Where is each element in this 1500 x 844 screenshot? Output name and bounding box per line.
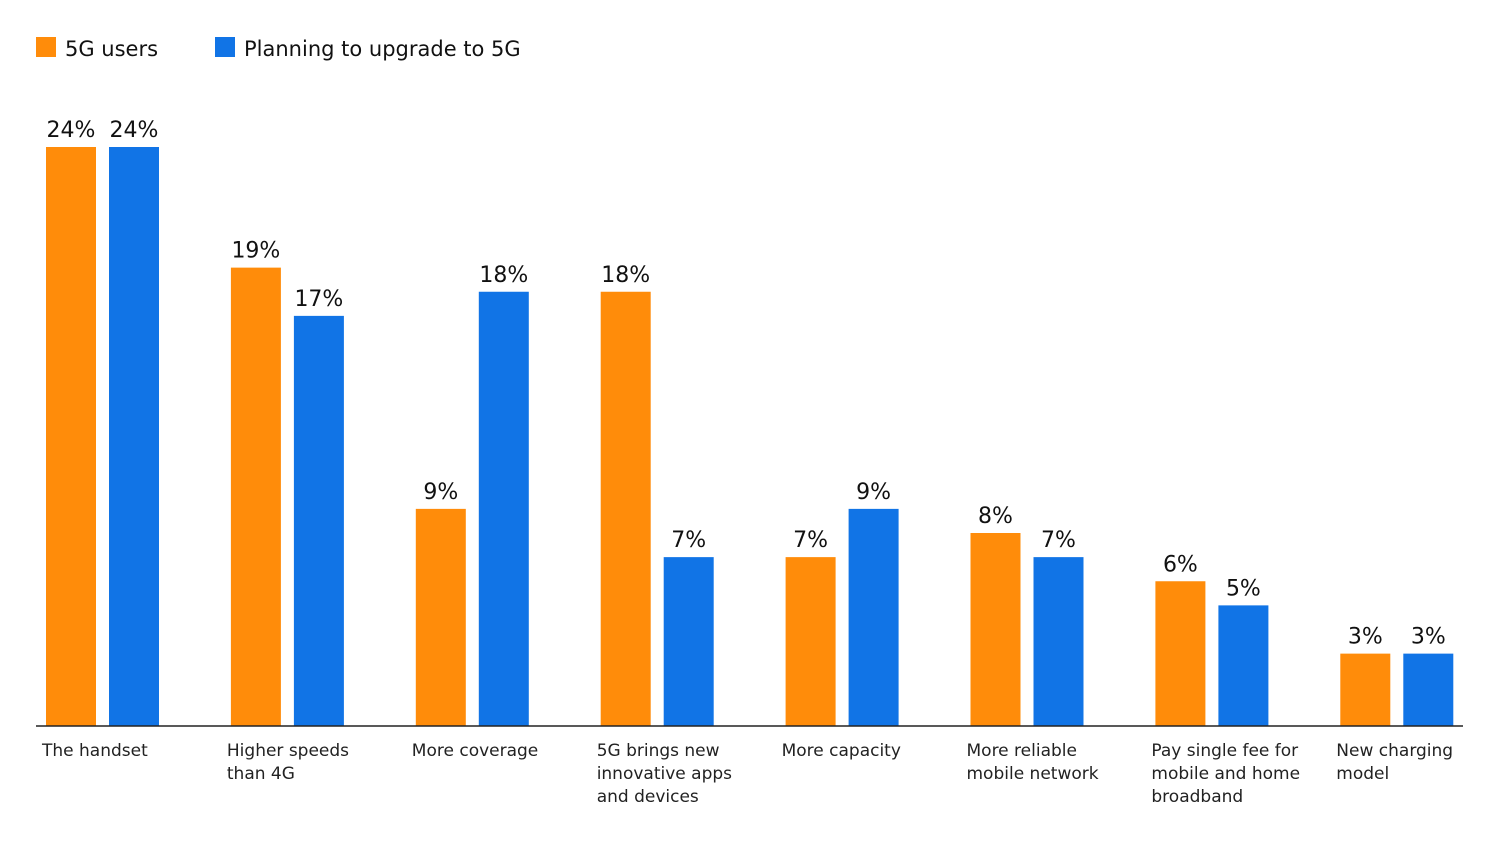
- value-label: 3%: [1411, 625, 1446, 650]
- legend-swatch: [215, 37, 235, 57]
- value-label: 18%: [479, 263, 528, 288]
- bar: [600, 291, 651, 726]
- value-label: 7%: [793, 528, 828, 553]
- bar: [293, 315, 344, 726]
- bar: [970, 533, 1021, 726]
- value-label: 7%: [1041, 528, 1076, 553]
- value-label: 9%: [423, 480, 458, 505]
- bar: [415, 508, 466, 726]
- bar: [230, 267, 281, 726]
- category-label: Higher speeds than 4G: [226, 741, 350, 784]
- bar: [785, 557, 836, 726]
- value-label: 7%: [671, 528, 706, 553]
- bar: [1155, 581, 1206, 726]
- legend-swatch: [36, 37, 56, 57]
- category-label: More capacity: [781, 741, 901, 761]
- value-label: 9%: [856, 480, 891, 505]
- bar: [1340, 653, 1391, 726]
- value-label: 24%: [110, 118, 159, 143]
- value-label: 8%: [978, 504, 1013, 529]
- value-label: 18%: [601, 263, 650, 288]
- bar: [1218, 605, 1269, 726]
- bar: [478, 291, 529, 726]
- legend-label: 5G users: [65, 37, 158, 61]
- category-label: New charging model: [1336, 741, 1454, 784]
- value-label: 5%: [1226, 576, 1261, 601]
- value-label: 24%: [47, 118, 96, 143]
- bar: [109, 147, 159, 726]
- category-label: The handset: [42, 741, 148, 761]
- category-label: More reliable mobile network: [966, 741, 1099, 784]
- bar: [848, 508, 899, 726]
- legend-label: Planning to upgrade to 5G: [244, 37, 521, 61]
- bar: [1403, 653, 1454, 726]
- category-label: More coverage: [411, 741, 539, 761]
- category-label: Pay single fee for mobile and home broad…: [1151, 741, 1301, 807]
- value-label: 3%: [1348, 625, 1383, 650]
- category-label: 5G brings new innovative apps and device…: [596, 741, 733, 807]
- bar: [1033, 557, 1084, 726]
- bar: [46, 147, 96, 726]
- value-label: 17%: [294, 287, 343, 312]
- value-label: 6%: [1163, 552, 1198, 577]
- value-label: 19%: [231, 239, 280, 264]
- bar: [663, 557, 714, 726]
